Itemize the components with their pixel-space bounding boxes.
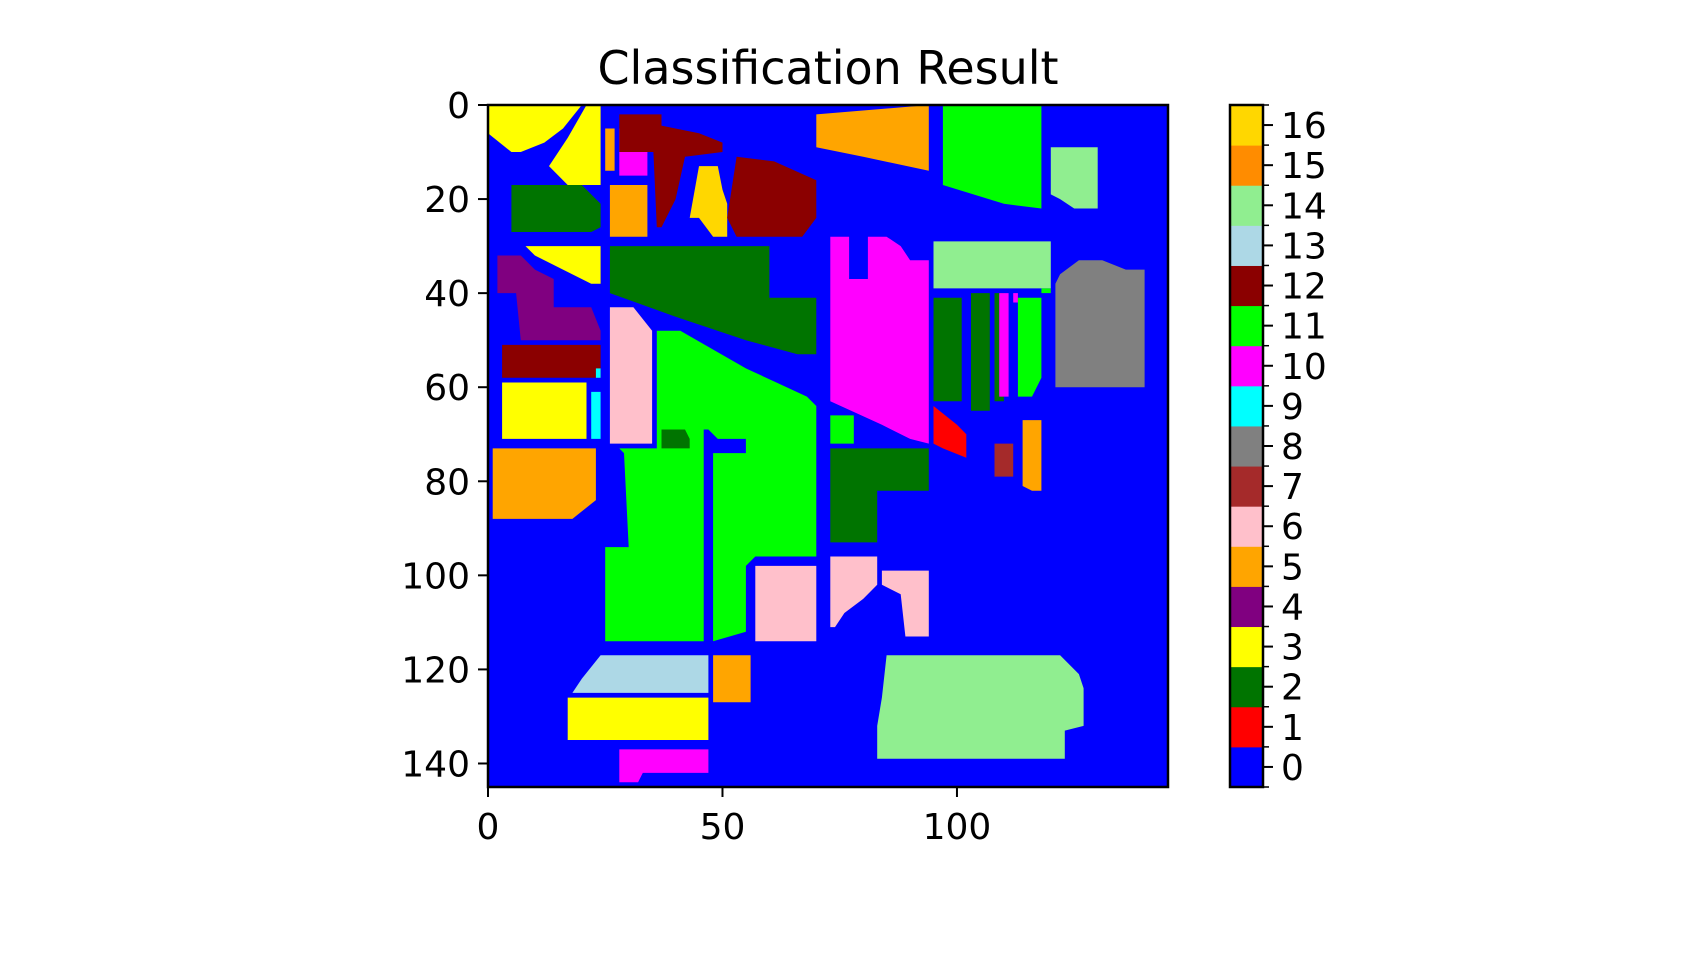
colorbar-swatch-13 xyxy=(1230,225,1263,266)
class-3-region xyxy=(567,697,709,740)
class-14-region xyxy=(933,241,1051,289)
class-14-region xyxy=(877,655,1084,759)
colorbar-tick-label: 5 xyxy=(1281,547,1304,588)
colorbar-swatch-6 xyxy=(1230,506,1263,547)
colorbar-swatch-16 xyxy=(1230,105,1263,146)
class-5-region xyxy=(1022,420,1042,491)
chart-title: Classification Result xyxy=(597,41,1058,95)
class-3-region xyxy=(549,105,601,185)
class-9-region xyxy=(591,391,601,439)
class-10-region xyxy=(619,749,709,783)
colorbar-swatch-8 xyxy=(1230,425,1263,467)
colorbar-tick-label: 9 xyxy=(1281,387,1304,428)
class-5-region xyxy=(609,185,648,237)
class-2-region xyxy=(830,448,929,543)
class-2-region xyxy=(511,185,601,232)
colorbar-tick-label: 7 xyxy=(1281,467,1304,508)
plot-area xyxy=(488,105,1168,787)
class-10-region xyxy=(999,293,1009,397)
class-1-region xyxy=(933,406,967,458)
class-5-region xyxy=(816,105,929,171)
class-7-region xyxy=(994,443,1014,477)
class-6-region xyxy=(881,570,929,637)
colorbar-swatch-0 xyxy=(1230,746,1263,788)
class-12-region xyxy=(652,123,723,228)
colorbar-tick-label: 4 xyxy=(1281,587,1304,628)
class-10-region xyxy=(1013,293,1018,303)
class-4-region xyxy=(497,255,601,341)
class-3-region xyxy=(502,382,587,439)
class-11-region xyxy=(605,330,817,642)
class-11-region xyxy=(1041,288,1051,294)
colorbar-tick-label: 11 xyxy=(1281,307,1327,348)
colorbar-swatch-5 xyxy=(1230,546,1263,587)
class-12-region xyxy=(619,114,662,152)
colorbar-tick-label: 6 xyxy=(1281,507,1304,548)
class-5-region xyxy=(605,128,615,171)
y-tick-label: 100 xyxy=(401,556,470,597)
class-16-region xyxy=(689,166,728,237)
class-5-region xyxy=(492,448,596,519)
class-11-region xyxy=(830,415,854,444)
colorbar-tick-label: 8 xyxy=(1281,427,1304,468)
colorbar-swatch-3 xyxy=(1230,626,1263,668)
class-6-region xyxy=(609,307,653,444)
colorbar-tick-label: 14 xyxy=(1281,186,1327,227)
class-11-region xyxy=(1017,297,1042,397)
colorbar-tick-label: 3 xyxy=(1281,628,1304,669)
colorbar-tick-label: 0 xyxy=(1281,748,1304,789)
class-5-region xyxy=(713,655,751,703)
colorbar-tick-label: 10 xyxy=(1281,347,1327,388)
plot-frame xyxy=(486,103,1170,789)
colorbar-swatch-14 xyxy=(1230,185,1263,226)
y-tick-label: 20 xyxy=(424,180,470,221)
class-10-region xyxy=(830,236,929,444)
class-6-region xyxy=(830,556,878,628)
x-tick-label: 100 xyxy=(923,807,992,848)
colorbar-tick-label: 15 xyxy=(1281,146,1327,187)
colorbar-swatch-1 xyxy=(1230,706,1263,748)
class-2-region xyxy=(971,293,990,411)
y-axis: 0 20 40 60 80 100 120 140 xyxy=(401,86,488,785)
class-14-region xyxy=(1050,147,1098,209)
y-tick-label: 140 xyxy=(401,744,470,785)
colorbar-swatch-12 xyxy=(1230,265,1263,307)
colorbar-tick-label: 2 xyxy=(1281,668,1304,709)
colorbar-swatch-4 xyxy=(1230,586,1263,628)
y-tick-label: 0 xyxy=(447,86,470,127)
class-12-region xyxy=(502,344,601,378)
colorbar-tick-label: 12 xyxy=(1281,267,1327,308)
class-11-region xyxy=(942,105,1042,209)
class-3-region xyxy=(488,105,582,152)
class-9-region xyxy=(595,368,601,378)
colorbar-swatch-7 xyxy=(1230,466,1263,507)
colorbar-swatch-15 xyxy=(1230,145,1263,186)
class-2-region xyxy=(933,297,962,402)
class-2-region xyxy=(661,429,690,449)
colorbar-tick-label: 13 xyxy=(1281,226,1327,267)
y-tick-label: 80 xyxy=(424,462,470,503)
colorbar-swatch-2 xyxy=(1230,666,1263,708)
y-tick-label: 40 xyxy=(424,274,470,315)
class-3-region xyxy=(525,246,601,284)
colorbar-tick-label: 16 xyxy=(1281,106,1327,147)
x-tick-label: 0 xyxy=(477,807,500,848)
x-axis: 0 50 100 xyxy=(477,787,992,848)
colorbar-swatch-11 xyxy=(1230,305,1263,347)
x-tick-label: 50 xyxy=(700,807,746,848)
y-tick-label: 120 xyxy=(401,650,470,691)
colorbar xyxy=(1230,105,1263,788)
colorbar-swatch-10 xyxy=(1230,345,1263,387)
class-2-region xyxy=(609,246,817,355)
class-13-region xyxy=(572,655,709,693)
class-6-region xyxy=(755,565,817,642)
class-8-region xyxy=(1055,260,1145,388)
colorbar-tick-label: 1 xyxy=(1281,708,1304,749)
y-tick-label: 60 xyxy=(424,368,470,409)
class-12-region xyxy=(727,156,817,237)
colorbar-swatch-9 xyxy=(1230,385,1263,427)
